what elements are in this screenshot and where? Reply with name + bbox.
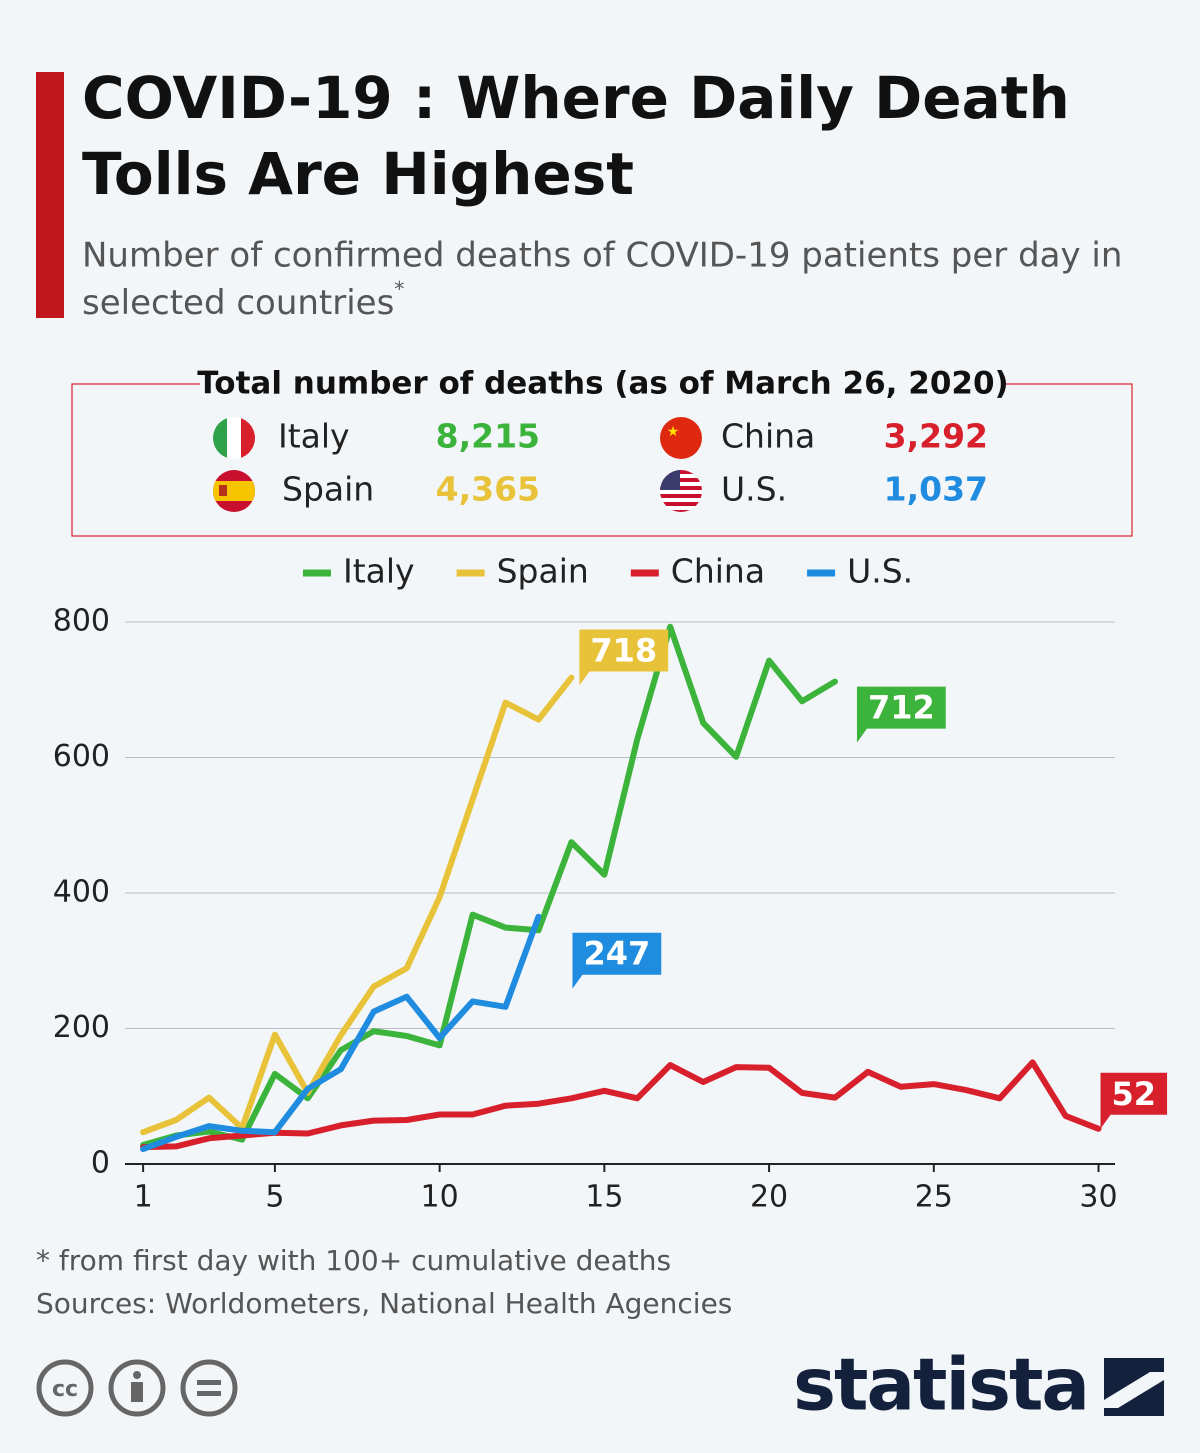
- totals-value: 3,292: [884, 417, 988, 456]
- end-label-box: [856, 686, 946, 743]
- svg-text:cc: cc: [52, 1377, 78, 1402]
- y-tick-label: 0: [91, 1146, 110, 1181]
- end-label: 247: [572, 932, 662, 989]
- totals-country: Italy: [278, 417, 350, 456]
- end-label-box: [579, 629, 669, 686]
- end-label: 52: [1100, 1072, 1168, 1129]
- x-tick-label: 1: [134, 1180, 153, 1215]
- legend-label: Italy: [343, 552, 415, 591]
- end-label-text: 247: [583, 935, 650, 973]
- y-tick-label: 800: [53, 604, 110, 639]
- end-label-text: 52: [1112, 1075, 1157, 1113]
- end-label-text: 712: [868, 689, 935, 727]
- subtitle: selected countries*: [82, 277, 404, 323]
- chart-title: COVID-19 : Where Daily Death: [82, 64, 1070, 132]
- series-line: [140, 623, 838, 1148]
- subtitle: Number of confirmed deaths of COVID-19 p…: [82, 236, 1122, 276]
- x-tick-label: 15: [585, 1180, 623, 1215]
- totals-country: U.S.: [721, 470, 787, 509]
- flag-spain: [213, 470, 255, 512]
- flag-us: [660, 470, 702, 512]
- x-tick-label: 25: [915, 1180, 953, 1215]
- totals-title: Total number of deaths (as of March 26, …: [197, 366, 1008, 402]
- y-tick-label: 600: [53, 739, 110, 774]
- subtitle-mark: *: [394, 277, 404, 301]
- end-label-text: 718: [590, 632, 657, 670]
- footnote: * from first day with 100+ cumulative de…: [36, 1244, 671, 1277]
- license-icons: cc: [36, 1359, 238, 1417]
- totals-country: China: [721, 417, 815, 456]
- svg-text:★: ★: [667, 424, 680, 440]
- totals-title-bg: [200, 366, 1006, 402]
- series-line: [140, 1059, 1102, 1151]
- series-line: [140, 913, 542, 1153]
- end-label: 712: [856, 686, 946, 743]
- x-tick-label: 20: [750, 1180, 788, 1215]
- x-tick-label: 30: [1079, 1180, 1117, 1215]
- series-line: [140, 674, 575, 1136]
- y-tick-label: 400: [53, 875, 110, 910]
- totals-value: 1,037: [884, 470, 988, 509]
- chart-title: Tolls Are Highest: [82, 140, 634, 208]
- brand-mark: [1104, 1358, 1164, 1416]
- x-tick-label: 10: [421, 1180, 459, 1215]
- end-label-box: [572, 932, 662, 989]
- end-label-box: [1100, 1072, 1168, 1129]
- brand: statista: [793, 1343, 1088, 1427]
- end-label: 718: [579, 629, 669, 686]
- legend-label: China: [671, 552, 765, 591]
- accent-bar: [36, 72, 64, 318]
- flag-italy: [213, 417, 255, 459]
- y-tick-label: 200: [53, 1010, 110, 1045]
- totals-value: 8,215: [436, 417, 540, 456]
- x-tick-label: 5: [265, 1180, 284, 1215]
- legend-label: U.S.: [847, 552, 913, 591]
- totals-value: 4,365: [436, 470, 540, 509]
- flag-china: ★: [660, 417, 702, 459]
- source: Sources: Worldometers, National Health A…: [36, 1287, 732, 1320]
- totals-country: Spain: [282, 470, 374, 509]
- legend-label: Spain: [497, 552, 589, 591]
